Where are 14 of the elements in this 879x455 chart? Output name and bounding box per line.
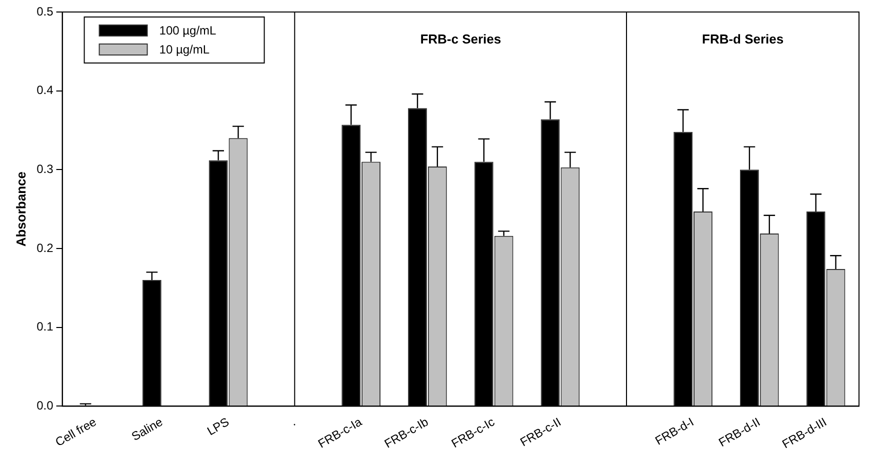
y-tick-label: 0.1 (36, 320, 54, 334)
x-tick-label: LPS (204, 414, 232, 438)
x-tick-label: . (288, 414, 298, 429)
legend-label: 10 µg/mL (159, 42, 210, 56)
y-tick-label: 0.0 (36, 398, 54, 413)
y-axis-title: Absorbance (13, 172, 28, 247)
legend-label: 100 µg/mL (159, 23, 217, 38)
y-tick-label: 0.2 (36, 240, 54, 255)
y-tick-label: 0.5 (36, 4, 54, 18)
annotation: FRB-d Series (702, 32, 784, 47)
y-tick-label: 0.4 (36, 83, 54, 98)
x-tick-label: Cell free (52, 414, 99, 450)
annotation: FRB-c Series (420, 32, 502, 47)
y-tick-label: 0.3 (36, 162, 54, 176)
